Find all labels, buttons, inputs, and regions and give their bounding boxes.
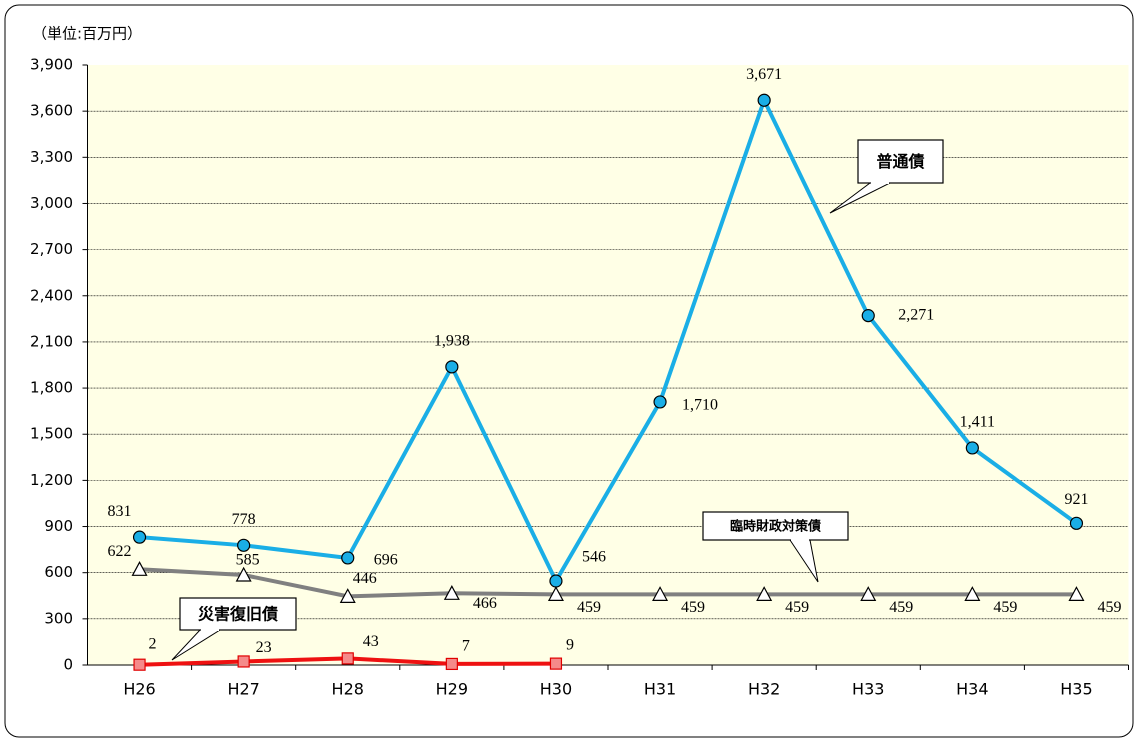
data-point xyxy=(549,574,563,588)
data-point xyxy=(237,538,251,552)
data-label: 446 xyxy=(353,570,377,587)
data-point xyxy=(443,585,460,600)
data-label: 1,938 xyxy=(434,333,470,350)
data-point xyxy=(547,586,564,601)
data-label: 585 xyxy=(236,552,260,569)
x-tick-label: H30 xyxy=(540,680,572,699)
y-tick-label: 300 xyxy=(44,609,73,627)
data-label: 546 xyxy=(582,549,606,566)
data-label: 9 xyxy=(566,636,574,653)
x-tick-label: H33 xyxy=(852,680,884,699)
y-tick-label: 900 xyxy=(44,517,73,535)
x-tick-label: H35 xyxy=(1060,680,1092,699)
legend-label: 普通債 xyxy=(876,152,924,171)
data-label: 3,671 xyxy=(746,66,782,83)
data-point xyxy=(860,586,877,601)
legend-box xyxy=(702,511,849,541)
data-point xyxy=(341,652,354,665)
y-tick-label: 2,100 xyxy=(30,332,73,350)
data-point xyxy=(756,586,773,601)
data-point xyxy=(861,309,875,323)
y-tick-label: 2,700 xyxy=(30,240,73,258)
y-tick-label: 3,600 xyxy=(30,102,73,120)
y-tick-label: 0 xyxy=(63,656,73,674)
series-line xyxy=(139,94,1078,586)
data-point xyxy=(237,655,250,668)
data-label: 2 xyxy=(149,635,157,652)
data-label: 831 xyxy=(108,503,132,520)
legend-callout xyxy=(171,629,221,661)
x-tick-label: H28 xyxy=(332,680,364,699)
y-tick-label: 1,500 xyxy=(30,425,73,443)
data-point xyxy=(1069,516,1084,530)
x-tick-label: H26 xyxy=(123,680,155,699)
y-tick-label: 1,200 xyxy=(30,471,73,489)
data-point xyxy=(964,586,981,601)
data-point xyxy=(445,360,459,374)
y-tick-label: 1,800 xyxy=(30,379,73,397)
legend-label: 災害復旧債 xyxy=(198,605,278,624)
data-label: 921 xyxy=(1064,491,1088,508)
data-label: 622 xyxy=(108,543,132,560)
data-label: 2,271 xyxy=(898,306,934,323)
data-label: 459 xyxy=(681,599,705,616)
unit-label: （単位:百万円） xyxy=(32,25,142,43)
legend-callout xyxy=(829,182,891,214)
data-label: 696 xyxy=(374,552,398,569)
x-tick-label: H32 xyxy=(748,680,780,699)
data-point xyxy=(131,561,148,576)
data-label: 466 xyxy=(473,595,497,612)
data-label: 459 xyxy=(889,599,913,616)
data-point xyxy=(235,566,252,582)
y-tick-label: 2,400 xyxy=(30,286,73,304)
y-tick-label: 3,300 xyxy=(30,148,73,166)
data-label: 23 xyxy=(256,639,272,656)
x-tick-label: H31 xyxy=(644,680,676,699)
data-point xyxy=(549,657,563,670)
legend-label: 臨時財政対策債 xyxy=(730,519,821,535)
data-label: 459 xyxy=(785,599,809,616)
data-point xyxy=(133,658,146,671)
data-point xyxy=(339,588,356,603)
data-point xyxy=(1068,586,1085,601)
data-point xyxy=(652,586,669,601)
data-point xyxy=(653,395,667,409)
x-tick-label: H34 xyxy=(956,680,988,699)
legend-box xyxy=(857,139,944,184)
x-tick-label: H27 xyxy=(227,680,259,699)
data-label: 43 xyxy=(363,633,379,650)
data-label: 7 xyxy=(462,638,470,655)
data-point xyxy=(965,441,979,455)
data-label: 1,411 xyxy=(960,414,995,431)
data-label: 459 xyxy=(577,599,601,616)
data-point xyxy=(132,530,147,544)
legend-box xyxy=(179,597,297,631)
y-tick-label: 3,900 xyxy=(30,56,73,74)
legend-callout xyxy=(789,539,819,583)
data-point xyxy=(341,551,355,565)
y-tick-label: 600 xyxy=(44,563,73,581)
data-point xyxy=(445,657,458,671)
plot-area xyxy=(87,65,1129,665)
series-line xyxy=(139,567,1077,599)
data-label: 459 xyxy=(993,599,1017,616)
data-point xyxy=(757,93,771,107)
data-label: 1,710 xyxy=(682,397,718,414)
data-label: 778 xyxy=(232,511,256,528)
y-tick-label: 3,000 xyxy=(30,194,73,212)
x-tick-label: H29 xyxy=(436,680,468,699)
data-label: 459 xyxy=(1097,599,1121,616)
